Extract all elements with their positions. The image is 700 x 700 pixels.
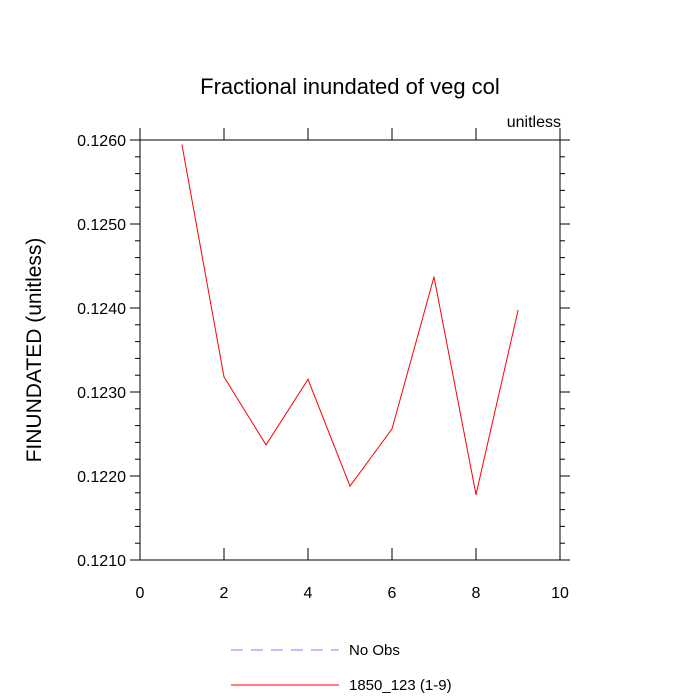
- chart-title: Fractional inundated of veg col: [200, 74, 500, 99]
- data-point-0-5: [391, 428, 393, 430]
- axis-ticks: [130, 128, 570, 561]
- x-tick-label-5: 10: [551, 585, 569, 602]
- x-tick-label-0: 0: [136, 585, 145, 602]
- data-point-0-1: [223, 376, 225, 378]
- legend: No Obs 1850_123 (1-9): [231, 642, 452, 694]
- legend-label-0: No Obs: [349, 642, 400, 659]
- y-tick-label-5: 0.1260: [77, 133, 126, 150]
- data-point-0-0: [181, 144, 183, 146]
- data-point-0-2: [265, 444, 267, 446]
- data-point-0-6: [433, 276, 435, 278]
- y-tick-label-2: 0.1230: [77, 385, 126, 402]
- data-point-0-4: [349, 485, 351, 487]
- x-tick-label-1: 2: [220, 585, 229, 602]
- series-line-0: [181, 144, 519, 495]
- data-point-0-7: [475, 493, 477, 496]
- x-tick-label-4: 8: [472, 585, 481, 602]
- y-tick-label-1: 0.1220: [77, 469, 126, 486]
- data-point-0-8: [517, 309, 519, 312]
- y-axis-label: FINUNDATED (unitless): [23, 238, 46, 463]
- y-tick-labels: 0.1210 0.1220 0.1230 0.1240 0.1250 0.1260: [77, 133, 126, 570]
- x-tick-label-2: 4: [304, 585, 313, 602]
- legend-label-1: 1850_123 (1-9): [349, 677, 452, 694]
- series-group: [181, 144, 519, 496]
- x-tick-label-3: 6: [388, 585, 397, 602]
- y-tick-label-0: 0.1210: [77, 553, 126, 570]
- y-tick-label-3: 0.1240: [77, 301, 126, 318]
- plot-frame: [139, 139, 561, 561]
- units-label: unitless: [507, 114, 561, 131]
- y-tick-label-4: 0.1250: [77, 217, 126, 234]
- data-point-0-3: [307, 378, 309, 380]
- x-tick-labels: 0 2 4 6 8 10: [136, 585, 569, 602]
